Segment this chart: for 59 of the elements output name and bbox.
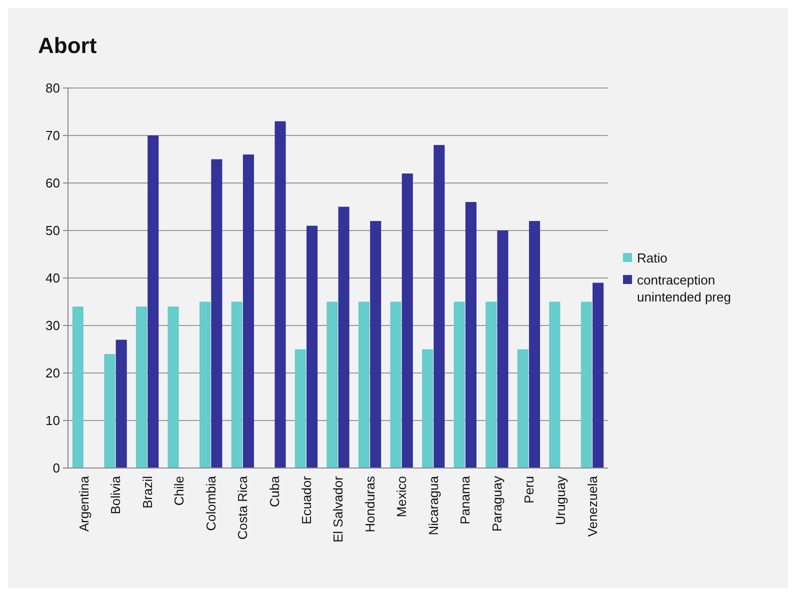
legend-label: contraception unintended preg [637, 272, 731, 304]
bar [592, 282, 604, 468]
chart-title: Abort [38, 33, 98, 58]
bar [168, 306, 179, 468]
bar [434, 145, 445, 468]
x-tick-label: Panama [458, 475, 473, 524]
bar [454, 302, 465, 468]
bar [116, 340, 127, 468]
y-tick-label: 80 [46, 80, 60, 96]
bar [358, 302, 370, 468]
bar [370, 221, 382, 468]
x-tick-label: Uruguay [553, 476, 568, 526]
x-tick-label: Cuba [266, 475, 282, 508]
bar [517, 349, 528, 468]
y-tick-label: 40 [46, 270, 60, 286]
bar [422, 349, 434, 468]
x-tick-label: El Salvador [330, 475, 346, 542]
x-tick-label: Paraguay [489, 476, 504, 532]
bar [402, 174, 413, 468]
bar [390, 302, 402, 468]
legend-label: Ratio [637, 250, 668, 266]
x-tick-label: Ecuador [298, 475, 314, 524]
x-tick-label: Nicaragua [426, 475, 441, 536]
bar [72, 306, 84, 468]
y-tick-label: 50 [46, 223, 60, 238]
bar [294, 349, 306, 468]
bar [580, 302, 592, 468]
y-tick-label: 20 [46, 366, 60, 381]
x-tick-label: Venezuela [584, 475, 600, 537]
y-tick-label: 70 [46, 128, 60, 144]
y-tick-label: 0 [52, 460, 60, 476]
x-tick-label: Argentina [76, 475, 92, 532]
x-tick-label: Colombia [203, 475, 218, 531]
bar [200, 302, 211, 468]
bar [211, 159, 222, 468]
bar [274, 121, 286, 468]
y-tick-label: 60 [46, 176, 60, 191]
y-tick-label: 30 [46, 318, 60, 334]
x-tick-label: Brazil [140, 476, 155, 509]
bar [549, 302, 560, 468]
bar [338, 206, 350, 468]
x-tick-label: Costa Rica [235, 475, 250, 540]
bar [242, 154, 254, 468]
x-tick-label: Bolivia [108, 475, 124, 514]
bar [326, 302, 338, 468]
bar [497, 230, 508, 468]
x-tick-label: Peru [521, 476, 536, 504]
bar [306, 226, 318, 468]
x-tick-label: Chile [172, 476, 187, 506]
x-tick-label: Mexico [394, 476, 410, 518]
x-tick-label: Honduras [362, 476, 378, 532]
bar [104, 354, 116, 468]
bar [231, 302, 242, 468]
y-tick-label: 10 [46, 413, 60, 428]
bar [148, 136, 159, 468]
bar [528, 221, 540, 468]
bar [136, 306, 148, 468]
bar [465, 202, 476, 468]
bar [486, 302, 497, 468]
